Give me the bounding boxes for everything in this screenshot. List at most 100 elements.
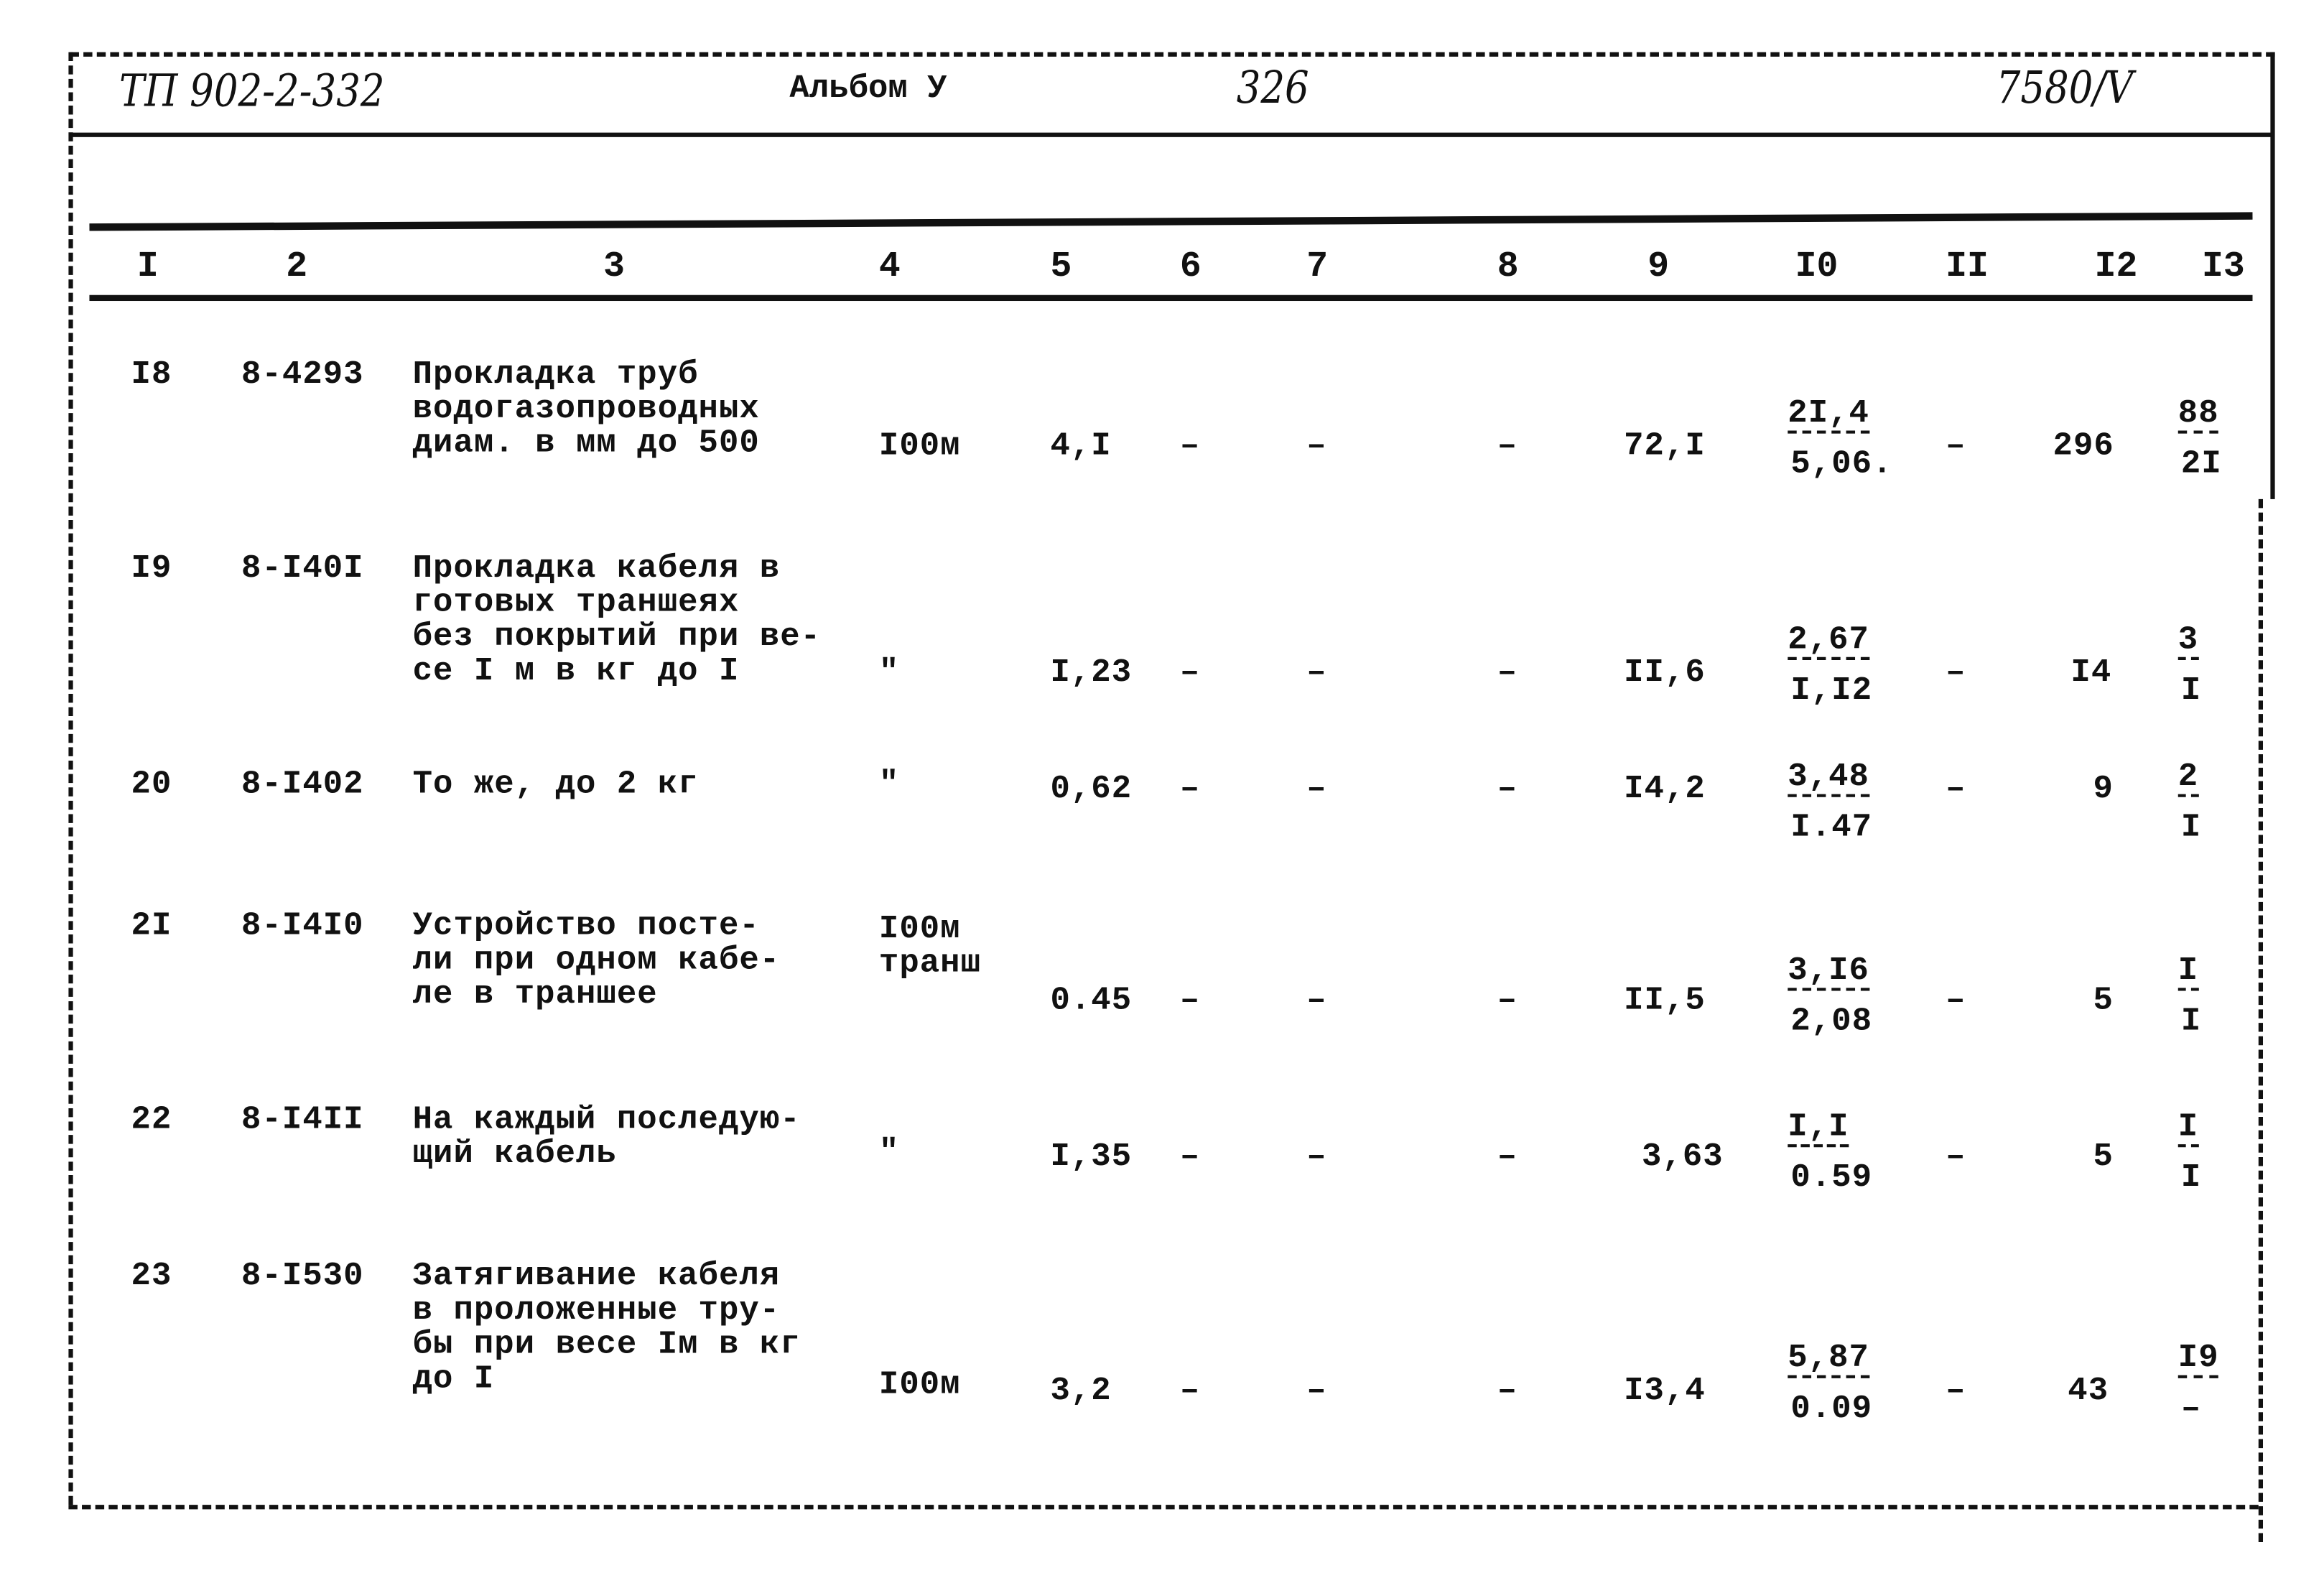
col12-value: I4 [2070,654,2112,692]
rate-code: 8-I402 [241,766,364,804]
col13-denominator: 2I [2180,445,2222,483]
col5-value: 3,2 [1050,1372,1112,1410]
col7-value: – [1306,427,1327,465]
col13-numerator: I9 [2177,1341,2219,1378]
work-description: На каждый последую- [412,1100,801,1138]
project-number: ТП 902-2-332 [118,65,385,118]
col10-numerator: 3,48 [1788,760,1869,797]
col10-numerator: 2,67 [1788,623,1869,660]
work-description: диам. в мм до 500 [412,424,760,463]
work-description: Затягивание кабеля [412,1257,781,1295]
table-header-bottom-rule [89,294,2253,302]
col10-numerator: I,I [1788,1110,1849,1148]
work-description: се I м в кг до I [412,652,740,690]
column-header: 2 [286,247,308,288]
work-description: без покрытий при ве- [412,618,822,656]
title-divider [70,132,2272,137]
col13-denominator: I [2180,672,2202,710]
col12-value: 43 [2068,1372,2109,1410]
col9-value: 3,63 [1641,1138,1724,1176]
row-number: 20 [131,766,172,804]
col6-value: – [1179,982,1201,1019]
col12-value: 296 [2053,427,2114,465]
col11-value: – [1946,982,1966,1019]
col6-value: – [1179,1138,1201,1176]
work-description: щий кабель [412,1135,617,1173]
col9-value: II,5 [1624,982,1706,1019]
column-header: 3 [603,247,626,288]
col10-denominator: 2,08 [1790,1003,1873,1040]
col11-value: – [1946,1372,1966,1410]
col11-value: – [1946,654,1966,692]
col13-denominator: I [2180,1003,2202,1040]
frame-right-border [2270,52,2275,499]
col13-denominator: – [2180,1390,2202,1428]
col13-denominator: I [2180,1159,2202,1197]
work-description: ле в траншее [412,975,658,1013]
col7-value: – [1306,1138,1327,1176]
column-header: I3 [2201,247,2245,288]
frame-right-border-lower [2258,498,2264,1543]
col6-value: – [1179,654,1201,692]
col9-value: 72,I [1624,427,1706,465]
col5-value: 0.45 [1050,982,1133,1019]
work-description: Прокладка кабеля в [412,549,781,588]
col9-value: I3,4 [1624,1372,1706,1410]
work-description: Прокладка труб [412,356,699,394]
work-description: готовых траншеях [412,584,740,622]
col7-value: – [1306,1372,1327,1410]
col12-value: 9 [2093,770,2114,808]
col7-value: – [1306,982,1327,1019]
col10-denominator: 0.59 [1790,1159,1873,1197]
col8-value: – [1497,654,1518,692]
col10-denominator: I,I2 [1790,672,1873,710]
col8-value: – [1497,770,1518,808]
col13-numerator: I [2177,954,2199,991]
col13-numerator: 88 [2177,396,2219,434]
col5-value: I,23 [1050,654,1133,692]
col8-value: – [1497,1372,1518,1410]
col13-numerator: 3 [2177,623,2199,660]
col13-denominator: I [2180,809,2202,847]
col13-numerator: 2 [2177,760,2199,797]
column-header: I [136,247,159,288]
unit: I00м [878,1366,961,1404]
rate-code: 8-4293 [241,356,364,394]
col11-value: – [1946,770,1966,808]
col10-numerator: 2I,4 [1788,396,1869,434]
table-header-top-rule [89,212,2253,231]
row-number: I9 [131,549,172,588]
column-header: 9 [1647,247,1670,288]
col11-value: – [1946,1138,1966,1176]
column-header: 4 [878,247,901,288]
frame-bottom-border [68,1505,2259,1510]
rate-code: 8-I530 [241,1257,364,1295]
unit: " [878,1133,900,1171]
album-label: Альбом У [789,70,947,108]
col10-denominator: I.47 [1790,809,1873,847]
work-description: бы при весе Iм в кг [412,1326,801,1364]
work-description: в проложенные тру- [412,1291,781,1329]
col12-value: 5 [2093,1138,2114,1176]
unit: I00м [878,427,961,465]
column-header: 6 [1179,247,1201,288]
col7-value: – [1306,654,1327,692]
col5-value: 4,I [1050,427,1112,465]
column-header: 7 [1306,247,1329,288]
col12-value: 5 [2093,982,2114,1019]
work-description: Устройство посте- [412,907,760,945]
col11-value: – [1946,427,1966,465]
row-number: 2I [131,907,172,945]
unit: транш [878,945,982,983]
rate-code: 8-I40I [241,549,364,588]
col7-value: – [1306,770,1327,808]
col5-value: I,35 [1050,1138,1133,1176]
work-description: до I [412,1360,495,1398]
col6-value: – [1179,427,1201,465]
rate-code: 8-I4II [241,1100,364,1138]
col10-denominator: 5,06. [1790,445,1893,483]
unit: " [878,654,900,692]
col5-value: 0,62 [1050,770,1133,808]
col6-value: – [1179,1372,1201,1410]
col9-value: I4,2 [1624,770,1706,808]
